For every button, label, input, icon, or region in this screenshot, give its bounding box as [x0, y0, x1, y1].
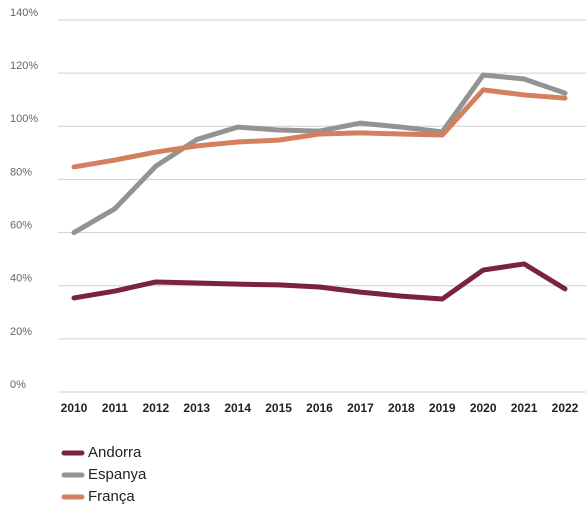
y-tick-label: 80%	[10, 166, 32, 178]
legend-label: Espanya	[88, 466, 147, 483]
x-tick-label: 2011	[102, 401, 128, 415]
x-tick-label: 2018	[388, 401, 415, 415]
x-tick-label: 2010	[61, 401, 88, 415]
y-tick-label: 0%	[10, 379, 26, 391]
line	[71, 72, 568, 236]
x-tick-label: 2021	[511, 401, 538, 415]
x-tick-label: 2015	[265, 401, 292, 415]
line	[71, 261, 568, 302]
line	[71, 87, 568, 170]
x-tick-label: 2017	[347, 401, 374, 415]
legend-label: Andorra	[88, 444, 142, 461]
x-tick-label: 2013	[183, 401, 210, 415]
y-tick-label: 120%	[10, 60, 38, 72]
x-tick-label: 2014	[224, 401, 251, 415]
y-tick-label: 60%	[10, 219, 32, 231]
y-tick-label: 40%	[10, 273, 32, 285]
legend-label: França	[88, 488, 135, 505]
x-tick-label: 2019	[429, 401, 456, 415]
x-tick-label: 2022	[552, 401, 579, 415]
x-tick-label: 2020	[470, 401, 497, 415]
x-tick-label: 2012	[142, 401, 169, 415]
y-tick-label: 20%	[10, 326, 32, 338]
x-tick-label: 2016	[306, 401, 333, 415]
y-tick-label: 140%	[10, 7, 38, 19]
y-tick-label: 100%	[10, 113, 38, 125]
